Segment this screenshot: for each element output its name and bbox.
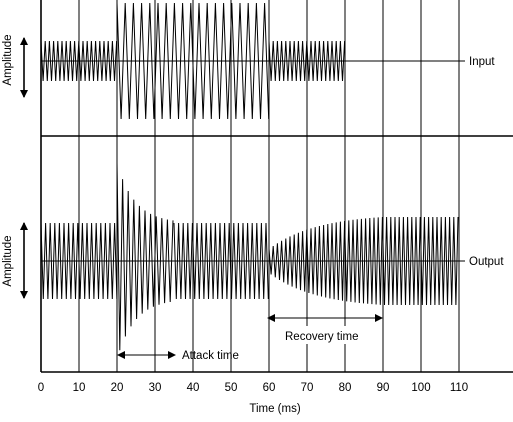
- time-gridlines: [78, 0, 460, 372]
- x-tick-label: 0: [38, 382, 44, 394]
- x-tick-label: 80: [339, 382, 352, 394]
- output-attack: [116, 162, 174, 351]
- x-tick-label: 20: [111, 382, 124, 394]
- x-tick-label: 50: [225, 382, 238, 394]
- output-trace-label: Output: [469, 256, 504, 268]
- input-trace-label: Input: [469, 56, 495, 68]
- x-tick-label: 90: [377, 382, 390, 394]
- x-tick-label: 40: [187, 382, 200, 394]
- recovery-label-bg: [282, 326, 364, 344]
- x-tick-label: 10: [73, 382, 86, 394]
- output-amplitude-label: Amplitude: [2, 235, 14, 286]
- input-amplitude-label: Amplitude: [2, 34, 14, 85]
- x-tick-labels: 0 10 20 30 40 50 60 70 80 90 100 110: [38, 382, 468, 394]
- attack-time-label: Attack time: [182, 350, 239, 362]
- x-axis-label: Time (ms): [249, 403, 300, 415]
- x-tick-label: 110: [450, 382, 468, 394]
- x-tick-label: 70: [301, 382, 314, 394]
- output-recovery: [268, 216, 459, 306]
- output-waveform: [40, 162, 459, 351]
- input-low-segment-1: [40, 40, 118, 82]
- x-tick-label: 30: [149, 382, 162, 394]
- x-tick-label: 100: [411, 382, 430, 394]
- input-low-segment-2: [268, 40, 346, 82]
- recovery-time-label: Recovery time: [285, 331, 359, 343]
- x-tick-label: 60: [263, 382, 276, 394]
